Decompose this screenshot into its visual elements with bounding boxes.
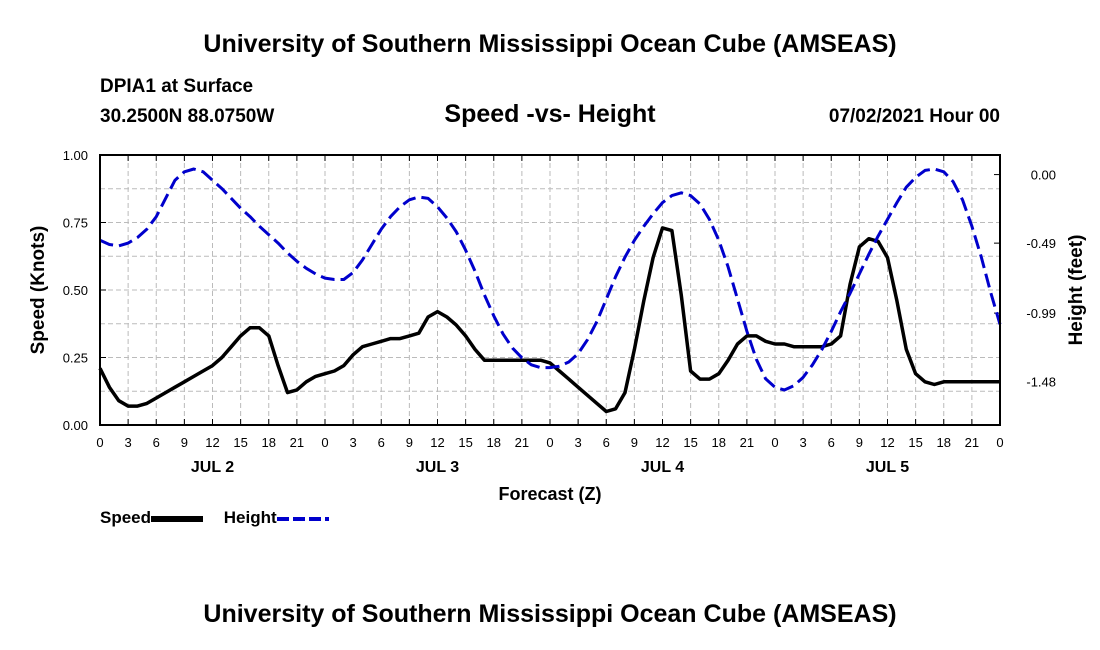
y-left-tick-label: 0.75 xyxy=(63,216,88,231)
footer-title: University of Southern Mississippi Ocean… xyxy=(203,600,897,628)
forecast-datetime: 07/02/2021 Hour 00 xyxy=(828,106,1000,127)
legend-height-label: Height xyxy=(223,508,277,527)
x-tick-label: 0 xyxy=(771,435,778,450)
x-tick-label: 21 xyxy=(515,435,529,450)
x-tick-label: 9 xyxy=(181,435,188,450)
x-tick-label: 0 xyxy=(546,435,553,450)
x-tick-label: 0 xyxy=(96,435,103,450)
x-tick-label: 21 xyxy=(740,435,754,450)
legend-speed-label: Speed xyxy=(100,508,152,527)
x-tick-label: 18 xyxy=(262,435,276,450)
x-tick-label: 18 xyxy=(487,435,501,450)
x-tick-label: 6 xyxy=(603,435,610,450)
station-coords: 30.2500N 88.0750W xyxy=(100,106,275,127)
day-label: JUL 3 xyxy=(416,459,459,476)
plot-frame xyxy=(99,154,1001,426)
x-tick-label: 21 xyxy=(290,435,304,450)
x-tick-label: 6 xyxy=(153,435,160,450)
x-tick-label: 6 xyxy=(378,435,385,450)
x-tick-label: 15 xyxy=(908,435,922,450)
y-left-tick-label: 0.50 xyxy=(63,283,88,298)
x-tick-label: 6 xyxy=(828,435,835,450)
day-label: JUL 2 xyxy=(191,459,234,476)
x-tick-label: 12 xyxy=(430,435,444,450)
chart-subtitle: Speed -vs- Height xyxy=(444,100,656,128)
x-tick-label: 21 xyxy=(965,435,979,450)
y-right-tick-label: 0.00 xyxy=(1031,168,1056,183)
page-title: University of Southern Mississippi Ocean… xyxy=(203,30,897,58)
station-label: DPIA1 at Surface xyxy=(100,76,254,97)
y-right-tick-label: -0.99 xyxy=(1026,306,1056,321)
y-right-axis-title: Height (feet) xyxy=(1066,235,1087,346)
x-tick-label: 12 xyxy=(655,435,669,450)
y-left-tick-label: 0.25 xyxy=(63,351,88,366)
x-tick-label: 3 xyxy=(350,435,357,450)
x-tick-label: 9 xyxy=(631,435,638,450)
y-right-tick-label: -1.48 xyxy=(1026,375,1056,390)
y-right-tick-label: -0.49 xyxy=(1026,236,1056,251)
x-tick-label: 9 xyxy=(856,435,863,450)
x-tick-label: 18 xyxy=(712,435,726,450)
day-label: JUL 5 xyxy=(866,459,909,476)
x-tick-label: 0 xyxy=(996,435,1003,450)
x-tick-label: 18 xyxy=(937,435,951,450)
x-tick-label: 12 xyxy=(205,435,219,450)
x-tick-label: 3 xyxy=(125,435,132,450)
day-label: JUL 4 xyxy=(641,459,684,476)
legend: Speed Height xyxy=(100,508,329,528)
x-tick-label: 3 xyxy=(575,435,582,450)
x-tick-label: 15 xyxy=(683,435,697,450)
height-series-line xyxy=(99,167,1002,392)
y-left-tick-label: 0.00 xyxy=(63,418,88,433)
x-tick-label: 9 xyxy=(406,435,413,450)
x-tick-label: 3 xyxy=(800,435,807,450)
x-tick-label: 15 xyxy=(233,435,247,450)
y-left-axis-title: Speed (Knots) xyxy=(28,226,49,355)
x-axis-title: Forecast (Z) xyxy=(498,484,601,504)
y-left-tick-label: 1.00 xyxy=(63,148,88,163)
legend-height-line-icon xyxy=(276,516,329,521)
x-tick-label: 0 xyxy=(321,435,328,450)
legend-speed-line-icon xyxy=(151,515,204,522)
speed-series-line xyxy=(98,226,1000,414)
x-tick-label: 12 xyxy=(880,435,894,450)
x-tick-label: 15 xyxy=(458,435,472,450)
